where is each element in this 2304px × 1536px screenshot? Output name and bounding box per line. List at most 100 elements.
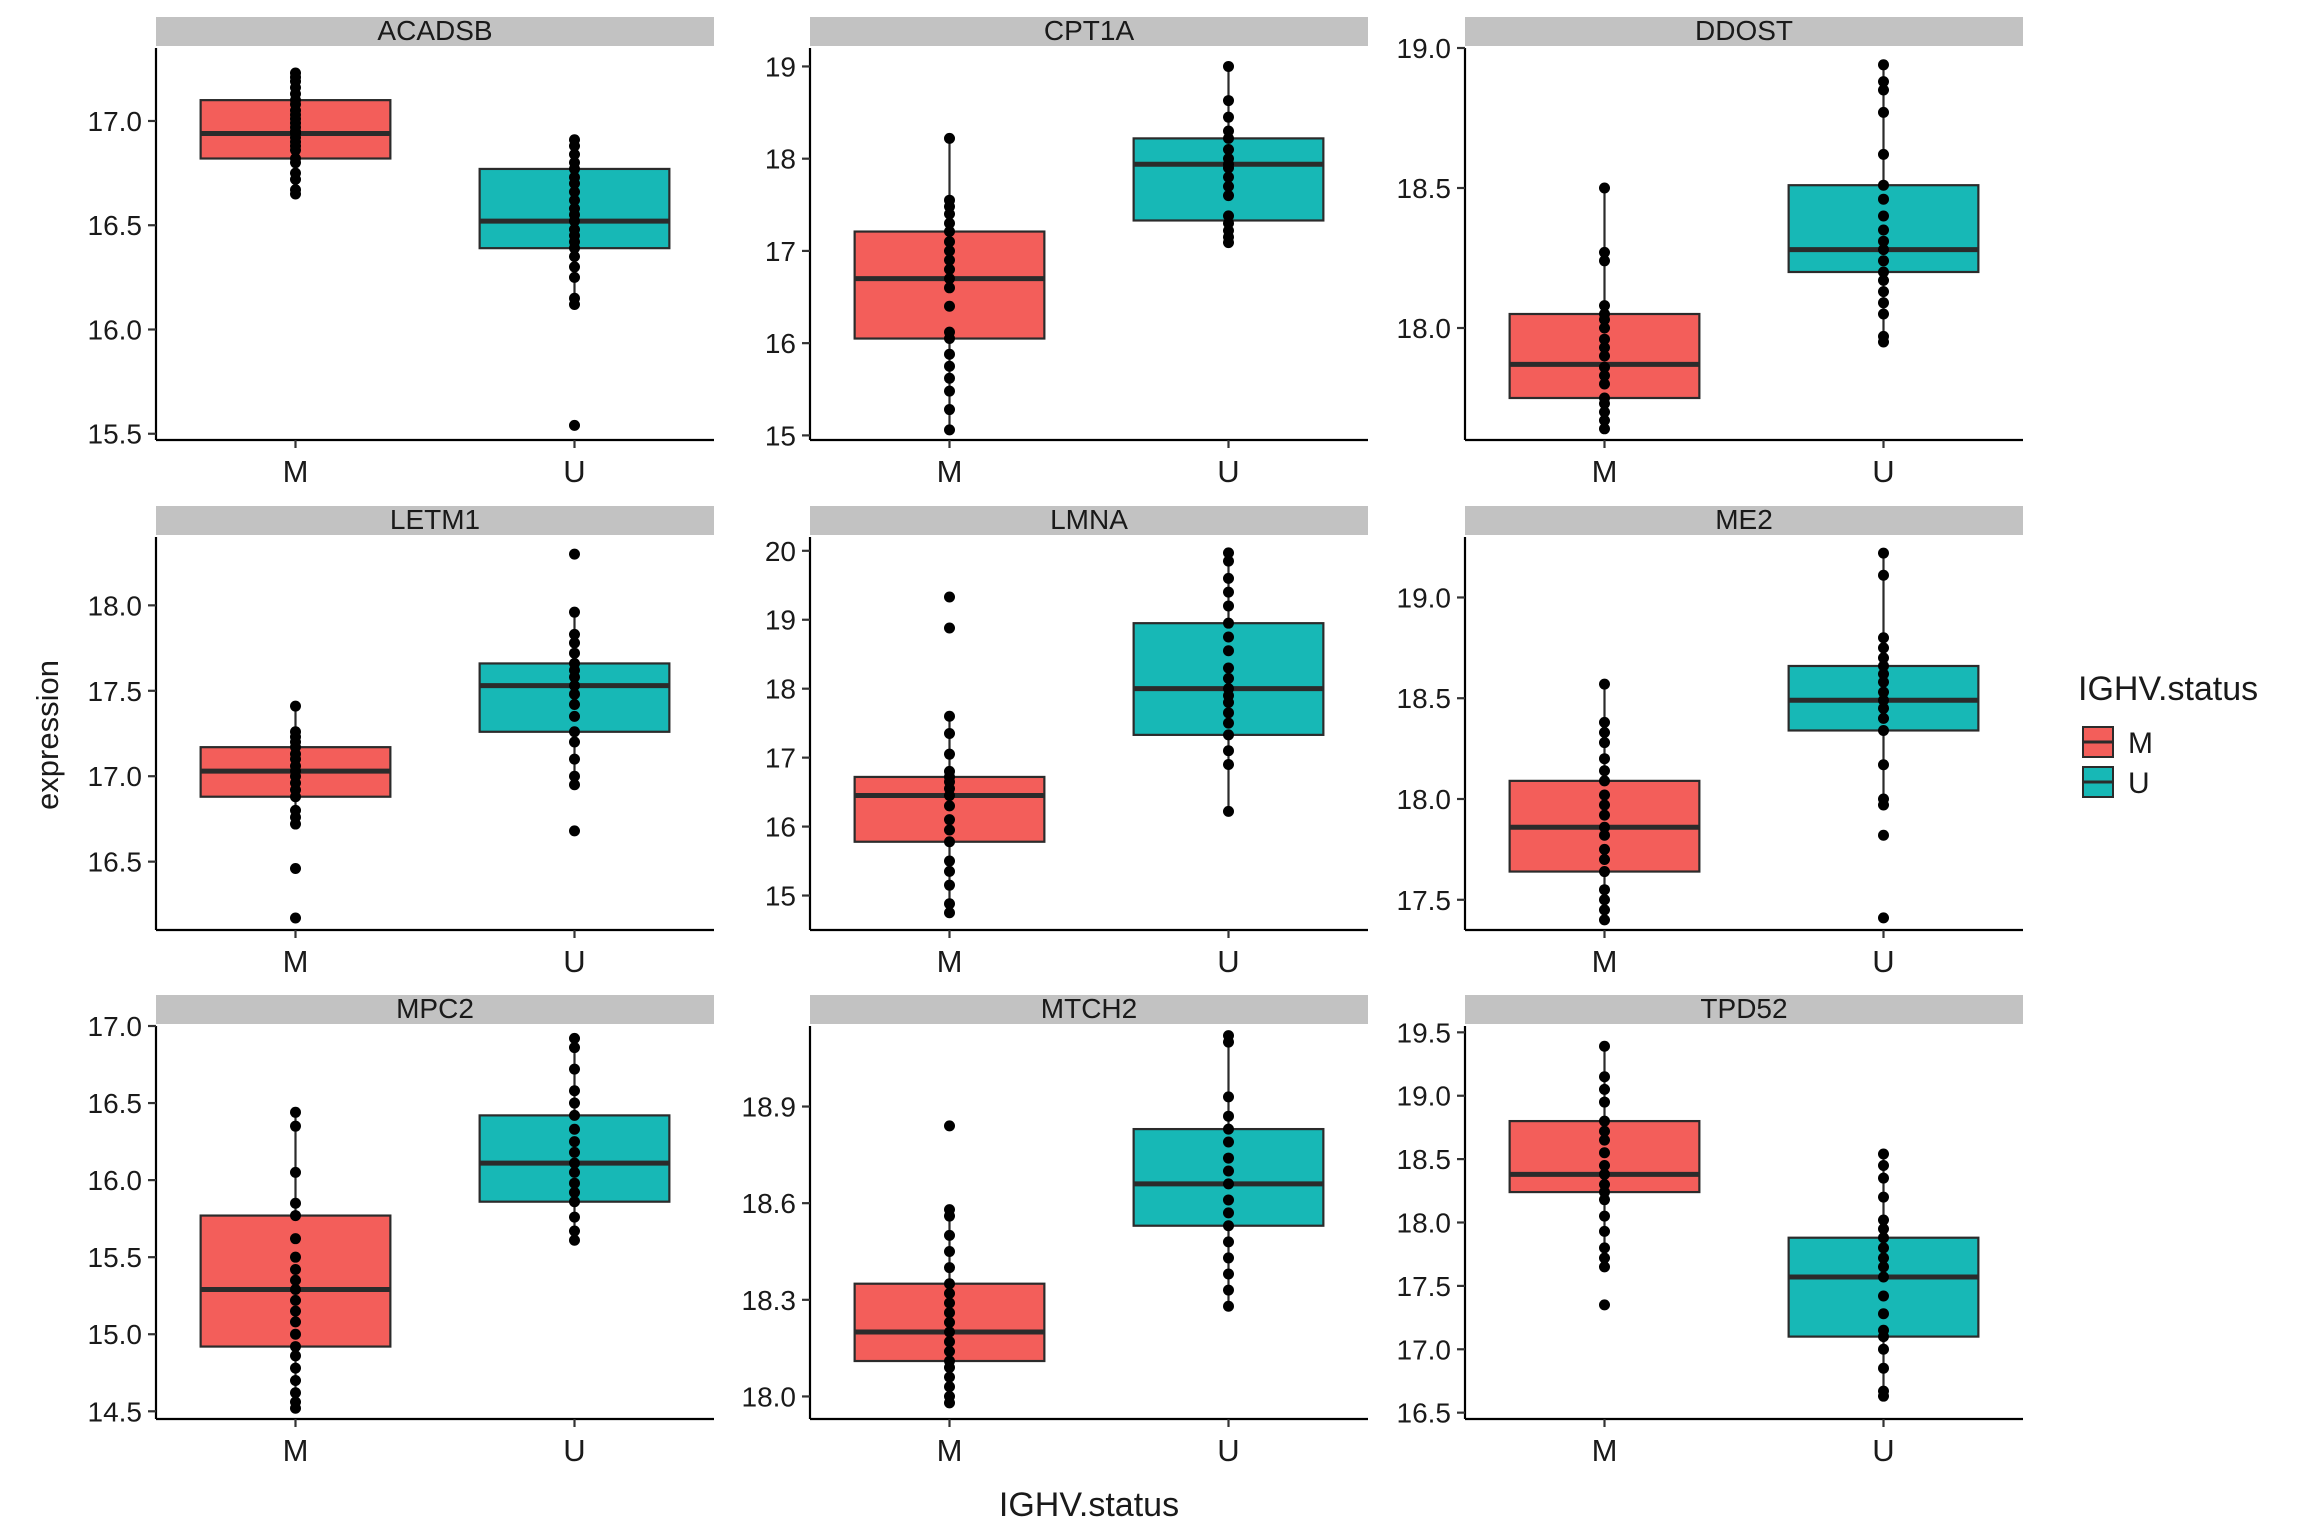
data-point-lmna-m bbox=[944, 865, 955, 877]
data-point-cpt1a-u bbox=[1223, 60, 1234, 72]
data-point-cpt1a-m bbox=[944, 236, 955, 248]
y-tick-label-tpd52: 19.0 bbox=[1397, 1081, 1452, 1112]
data-point-me2-u bbox=[1878, 712, 1889, 724]
data-point-ddost-m bbox=[1599, 342, 1610, 354]
data-point-mpc2-u bbox=[569, 1166, 580, 1178]
data-point-acadsb-m bbox=[290, 167, 301, 179]
panel-ddost: DDOST 18.0 18.5 19.0 M U bbox=[1397, 15, 2023, 489]
data-point-acadsb-u bbox=[569, 157, 580, 169]
y-tick-label-mtch2: 18.3 bbox=[742, 1285, 797, 1316]
data-point-me2-u bbox=[1878, 686, 1889, 698]
strip-tpd52 bbox=[1465, 995, 2023, 1024]
panel-title-cpt1a: CPT1A bbox=[1044, 15, 1135, 46]
data-point-mtch2-m bbox=[944, 1371, 955, 1383]
data-point-me2-u bbox=[1878, 632, 1889, 644]
data-point-acadsb-u bbox=[569, 271, 580, 283]
y-tick-label-cpt1a: 15 bbox=[765, 420, 796, 451]
data-point-lmna-m bbox=[944, 748, 955, 760]
data-point-lmna-m bbox=[944, 855, 955, 867]
data-point-mpc2-m bbox=[290, 1264, 301, 1276]
x-tick-label-mpc2: U bbox=[563, 1433, 585, 1468]
data-point-lmna-u bbox=[1223, 759, 1234, 771]
legend-entry-m: M bbox=[2082, 726, 2153, 760]
data-point-tpd52-m bbox=[1599, 1194, 1610, 1206]
x-tick-label-acadsb: U bbox=[563, 454, 585, 489]
data-point-letm1-u bbox=[569, 710, 580, 722]
y-tick-label-lmna: 15 bbox=[765, 881, 796, 912]
data-point-cpt1a-u bbox=[1223, 111, 1234, 123]
y-tick-label-mtch2: 18.9 bbox=[742, 1092, 797, 1123]
y-tick-label-lmna: 16 bbox=[765, 812, 796, 843]
panel-title-lmna: LMNA bbox=[1050, 504, 1128, 535]
data-point-mtch2-u bbox=[1223, 1252, 1234, 1264]
data-point-ddost-u bbox=[1878, 308, 1889, 320]
data-point-tpd52-m bbox=[1599, 1125, 1610, 1137]
panel-mtch2: MTCH2 18.0 18.3 18.6 18.9 M U bbox=[742, 993, 1368, 1468]
data-point-cpt1a-m bbox=[944, 132, 955, 144]
legend-title: IGHV.status bbox=[2078, 670, 2258, 708]
data-point-cpt1a-u bbox=[1223, 143, 1234, 155]
strip-mtch2 bbox=[810, 995, 1368, 1024]
x-tick-label-lmna: U bbox=[1217, 944, 1239, 979]
data-point-tpd52-u bbox=[1878, 1290, 1889, 1302]
data-point-mpc2-m bbox=[290, 1284, 301, 1296]
data-point-tpd52-m bbox=[1599, 1178, 1610, 1190]
data-point-ddost-u bbox=[1878, 59, 1889, 71]
data-point-me2-m bbox=[1599, 726, 1610, 738]
data-point-lmna-u bbox=[1223, 586, 1234, 598]
data-point-letm1-u bbox=[569, 779, 580, 791]
data-point-mtch2-u bbox=[1223, 1284, 1234, 1296]
data-point-mtch2-m bbox=[944, 1307, 955, 1319]
data-point-me2-m bbox=[1599, 765, 1610, 777]
data-point-mpc2-u bbox=[569, 1225, 580, 1237]
data-point-mpc2-m bbox=[290, 1251, 301, 1263]
data-point-lmna-u bbox=[1223, 672, 1234, 684]
data-point-tpd52-u bbox=[1878, 1159, 1889, 1171]
data-point-letm1-m bbox=[290, 912, 301, 924]
data-point-letm1-m bbox=[290, 726, 301, 738]
data-point-me2-u bbox=[1878, 702, 1889, 714]
data-point-tpd52-m bbox=[1599, 1186, 1610, 1198]
data-point-mpc2-m bbox=[290, 1350, 301, 1362]
data-point-letm1-u bbox=[569, 688, 580, 700]
data-point-tpd52-u bbox=[1878, 1324, 1889, 1336]
data-point-acadsb-u bbox=[569, 171, 580, 183]
data-point-acadsb-m bbox=[290, 67, 301, 79]
data-point-me2-u bbox=[1878, 642, 1889, 654]
data-point-acadsb-u bbox=[569, 148, 580, 160]
data-point-mpc2-u bbox=[569, 1042, 580, 1054]
data-point-ddost-m bbox=[1599, 370, 1610, 382]
data-point-lmna-m bbox=[944, 710, 955, 722]
data-point-ddost-m bbox=[1599, 300, 1610, 312]
data-point-letm1-u bbox=[569, 637, 580, 649]
data-point-me2-m bbox=[1599, 775, 1610, 787]
panel-me2: ME2 17.5 18.0 18.5 19.0 M U bbox=[1397, 504, 2023, 979]
data-point-letm1-u bbox=[569, 657, 580, 669]
y-tick-label-lmna: 18 bbox=[765, 674, 796, 705]
strip-me2 bbox=[1465, 506, 2023, 535]
data-point-ddost-m bbox=[1599, 255, 1610, 267]
data-point-ddost-u bbox=[1878, 297, 1889, 309]
data-point-tpd52-u bbox=[1878, 1172, 1889, 1184]
data-point-mtch2-m bbox=[944, 1278, 955, 1290]
data-point-cpt1a-m bbox=[944, 300, 955, 312]
data-point-tpd52-m bbox=[1599, 1115, 1610, 1127]
data-point-mtch2-u bbox=[1223, 1091, 1234, 1103]
data-point-mtch2-m bbox=[944, 1120, 955, 1132]
y-tick-label-letm1: 18.0 bbox=[88, 590, 143, 621]
data-point-me2-m bbox=[1599, 716, 1610, 728]
data-point-tpd52-m bbox=[1599, 1147, 1610, 1159]
data-point-mpc2-m bbox=[290, 1305, 301, 1317]
data-point-tpd52-m bbox=[1599, 1225, 1610, 1237]
data-point-mtch2-u bbox=[1223, 1165, 1234, 1177]
data-point-tpd52-m bbox=[1599, 1299, 1610, 1311]
data-point-acadsb-u bbox=[569, 419, 580, 431]
panels-layer: ACADSB 15.5 16.0 16.5 17.0 M U CPT1A 15 16 17 18 19 M… bbox=[88, 15, 2023, 1468]
data-point-ddost-u bbox=[1878, 266, 1889, 278]
data-point-lmna-u bbox=[1223, 717, 1234, 729]
data-point-acadsb-u bbox=[569, 223, 580, 235]
data-point-lmna-m bbox=[944, 824, 955, 836]
x-tick-label-mtch2: M bbox=[937, 1433, 963, 1468]
data-point-acadsb-u bbox=[569, 134, 580, 146]
